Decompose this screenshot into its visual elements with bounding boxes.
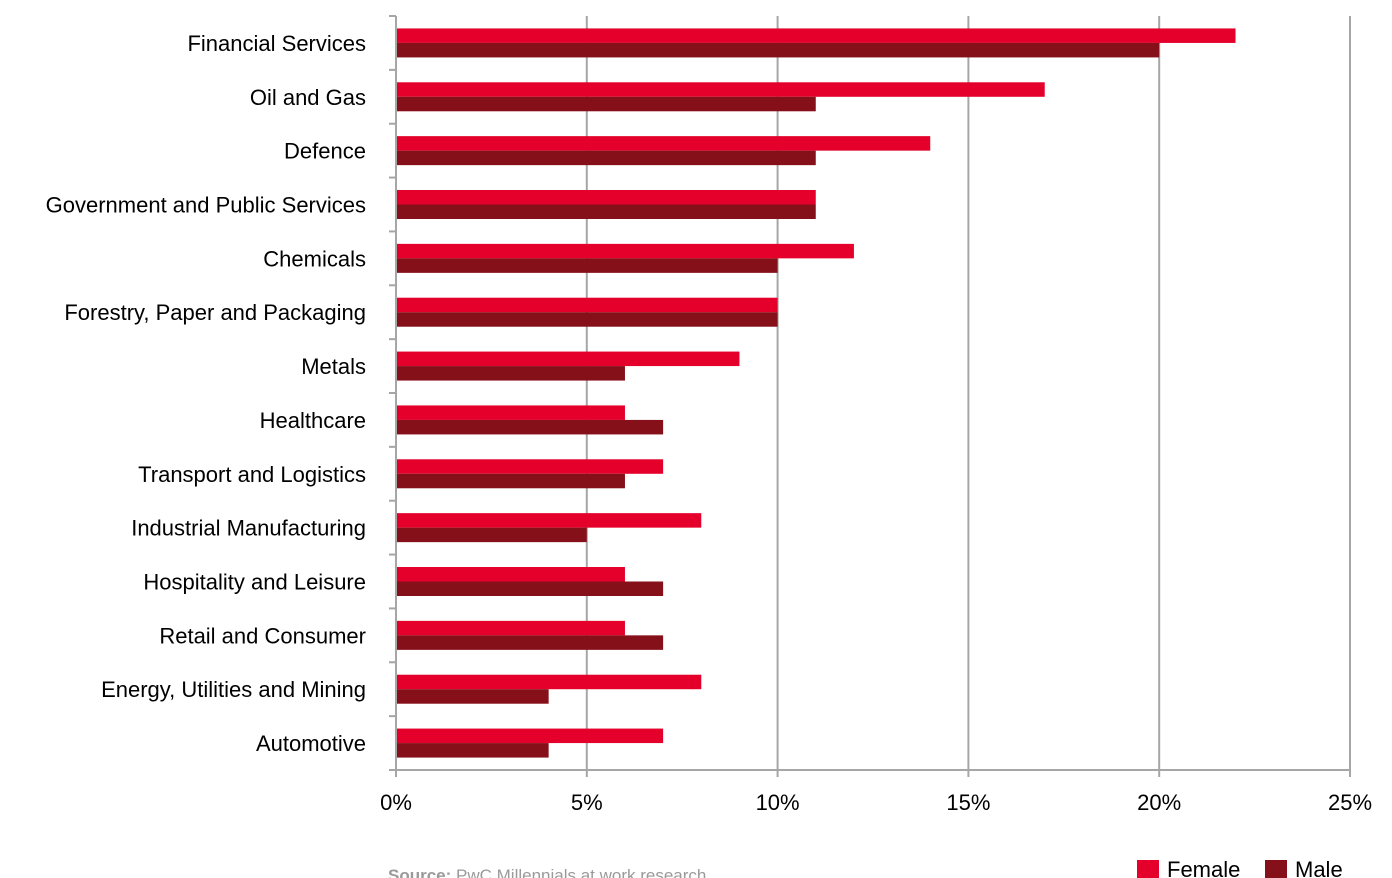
category-label: Defence [284, 139, 366, 164]
bar-female [396, 620, 625, 636]
source-note: Source: PwC Millennials at work research [388, 866, 706, 878]
bar-female [396, 297, 778, 313]
bar-male [396, 42, 1160, 58]
bar-female [396, 405, 625, 420]
bar-female [396, 190, 816, 205]
bar-female [396, 728, 664, 744]
source-prefix: Source: [388, 866, 451, 878]
x-tick-label: 10% [756, 790, 800, 815]
bar-female [396, 243, 854, 259]
x-tick-label: 0% [380, 790, 412, 815]
x-tick-label: 20% [1137, 790, 1181, 815]
bar-female [396, 567, 625, 582]
x-tick-label: 25% [1328, 790, 1372, 815]
bar-male [396, 150, 816, 166]
category-label: Government and Public Services [46, 193, 366, 218]
bar-male [396, 204, 816, 219]
legend: Female Male [1137, 857, 1343, 878]
x-tick-labels: 0% 5% 10% 15% 20% 25% [380, 790, 1372, 815]
bar-male [396, 96, 816, 112]
bar-male [396, 312, 778, 327]
bar-female [396, 459, 664, 474]
x-tick-label: 15% [946, 790, 990, 815]
bar-female [396, 136, 931, 151]
x-tick-label: 5% [571, 790, 603, 815]
bar-male [396, 473, 625, 489]
bar-female [396, 513, 702, 528]
category-label: Hospitality and Leisure [143, 570, 366, 595]
category-label: Financial Services [187, 31, 366, 56]
category-label: Industrial Manufacturing [131, 516, 366, 541]
grid-lines [585, 16, 1351, 770]
bar-female [396, 674, 702, 690]
legend-label-female: Female [1167, 857, 1240, 878]
bar-female [396, 82, 1045, 97]
category-label: Metals [301, 354, 366, 379]
category-label: Oil and Gas [250, 85, 366, 110]
legend-swatch-male [1265, 860, 1287, 878]
bar-male [396, 581, 664, 596]
category-label: Transport and Logistics [138, 462, 366, 487]
bar-male [396, 635, 664, 650]
legend-label-male: Male [1295, 857, 1343, 878]
category-label: Chemicals [263, 246, 366, 271]
category-label: Energy, Utilities and Mining [101, 677, 366, 702]
bar-male [396, 689, 549, 704]
legend-swatch-female [1137, 860, 1159, 878]
source-text: PwC Millennials at work research [451, 866, 706, 878]
bars [396, 28, 1236, 758]
category-label: Forestry, Paper and Packaging [64, 300, 366, 325]
axes [389, 15, 1351, 777]
bar-male [396, 366, 625, 381]
category-label: Automotive [256, 731, 366, 756]
bar-male [396, 419, 664, 435]
category-label: Retail and Consumer [159, 623, 366, 648]
bar-male [396, 258, 778, 273]
bar-male [396, 743, 549, 758]
bar-male [396, 527, 587, 543]
bar-female [396, 351, 740, 367]
bar-female [396, 28, 1236, 43]
category-labels: Financial Services Oil and Gas Defence Gove… [46, 31, 366, 756]
category-label: Healthcare [260, 408, 366, 433]
